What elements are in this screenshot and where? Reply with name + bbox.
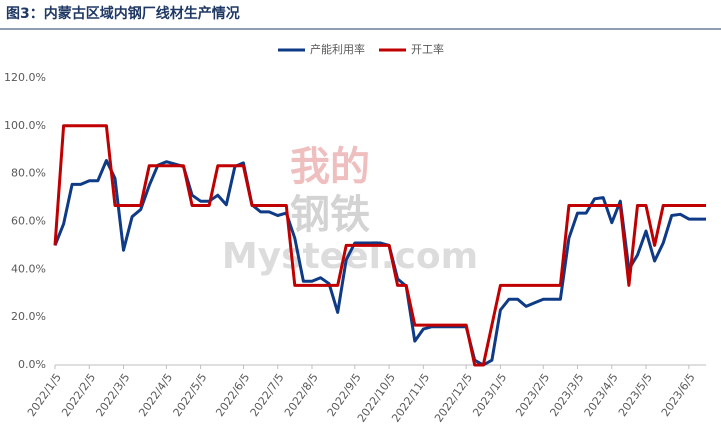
x-tick-label: 2023/5/5 [616, 371, 655, 419]
y-tick-label: 100.0% [4, 119, 46, 132]
x-tick-label: 2023/1/5 [470, 371, 509, 419]
legend-label: 开工率 [411, 42, 444, 56]
x-tick-label: 2022/8/5 [282, 371, 321, 419]
x-tick-label: 2022/5/5 [171, 371, 210, 419]
x-tick-label: 2023/6/5 [659, 371, 698, 419]
y-tick-label: 60.0% [11, 215, 46, 228]
watermark: 我的 钢铁 Mysteel.com [222, 144, 478, 277]
series-line [53, 159, 706, 367]
y-tick-label: 20.0% [11, 310, 46, 323]
y-tick-label: 0.0% [18, 358, 46, 371]
watermark-text: Mysteel.com [222, 236, 478, 277]
x-tick-label: 2022/3/5 [93, 371, 132, 419]
chart-title: 图3：内蒙古区域内钢厂线材生产情况 [6, 5, 240, 22]
y-tick-label: 80.0% [11, 167, 46, 180]
watermark-text: 钢铁 [290, 192, 370, 238]
x-tick-label: 2022/12/5 [432, 371, 475, 425]
series-line [53, 124, 706, 367]
legend-label: 产能利用率 [310, 42, 365, 56]
y-tick-label: 40.0% [11, 262, 46, 275]
watermark-text: 我的 [290, 144, 370, 190]
y-tick-label: 120.0% [4, 71, 46, 84]
